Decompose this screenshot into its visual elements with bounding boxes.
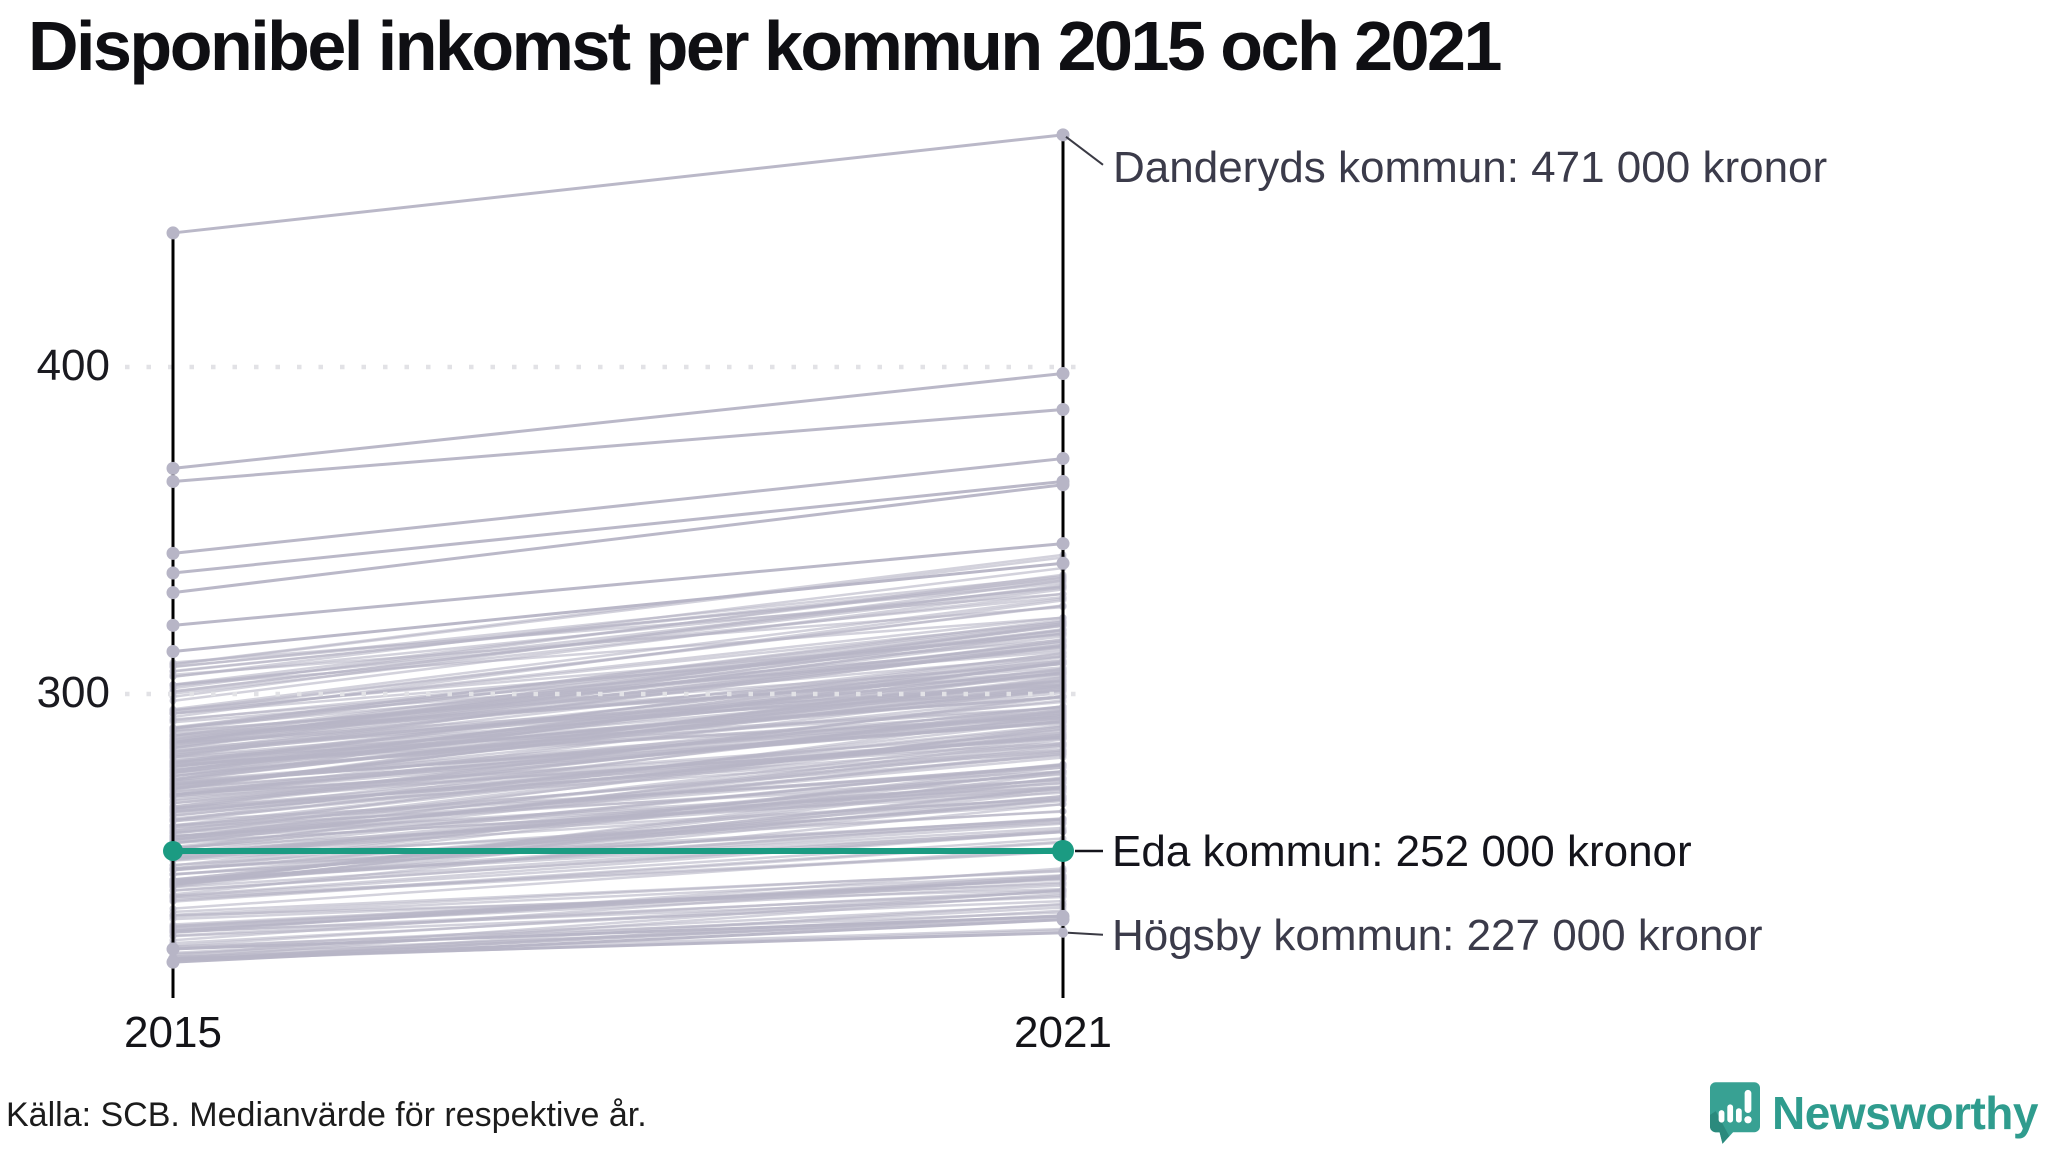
chart-title: Disponibel inkomst per kommun 2015 och 2… (28, 7, 1502, 85)
newsworthy-logo-icon (1710, 1082, 1761, 1144)
highlighted-line-eda (163, 839, 1074, 862)
outlier-dots (166, 128, 1070, 969)
x-axis-label-2021: 2021 (1014, 1008, 1112, 1057)
annotation-eda: Eda kommun: 252 000 kronor (1112, 827, 1692, 876)
newsworthy-logo-text: Newsworthy (1772, 1087, 2038, 1139)
outlier-lines (172, 133, 1064, 964)
x-axis-label-2015: 2015 (124, 1008, 222, 1057)
annotation-leaders (1065, 136, 1104, 936)
source-note: Källa: SCB. Medianvärde för respektive å… (6, 1096, 647, 1134)
y-axis-tick-300: 300 (36, 668, 110, 717)
y-axis-tick-400: 400 (36, 341, 110, 390)
background-lines (169, 551, 1067, 966)
annotation-danderyd: Danderyds kommun: 471 000 kronor (1113, 143, 1828, 192)
annotation-hogsby: Högsby kommun: 227 000 kronor (1112, 911, 1763, 960)
branding: Newsworthy (1710, 1082, 2038, 1144)
